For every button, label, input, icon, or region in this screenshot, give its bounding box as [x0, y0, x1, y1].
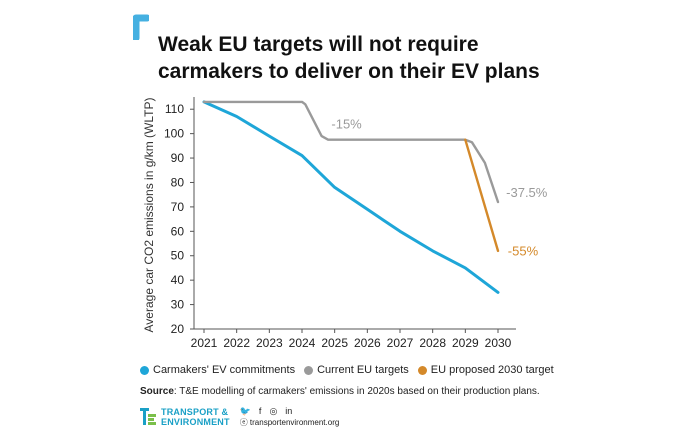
series-line-3 — [464, 138, 500, 253]
linkedin-icon[interactable]: in — [285, 406, 293, 416]
annotation-label: -55% — [508, 244, 539, 259]
y-tick-label: 90 — [171, 151, 185, 165]
y-tick-label: 30 — [171, 298, 185, 312]
social-icons: 🐦 f ◎ in — [240, 406, 340, 417]
y-tick-label: 110 — [165, 102, 184, 116]
instagram-icon[interactable]: ◎ — [269, 406, 278, 416]
x-tick-label: 2028 — [419, 336, 446, 350]
chart-title: Weak EU targets will not require carmake… — [158, 33, 540, 83]
y-tick-label: 100 — [164, 127, 184, 141]
legend: Carmakers' EV commitments Current EU tar… — [140, 364, 563, 376]
brand-line-2: ENVIRONMENT — [161, 417, 230, 427]
twitter-icon[interactable]: 🐦 — [239, 406, 251, 416]
y-tick-label: 20 — [171, 322, 185, 336]
social-block: 🐦 f ◎ in ⓔ transportenvironment.org — [240, 406, 340, 428]
x-tick-label: 2029 — [452, 336, 479, 350]
annotation-label: -15% — [331, 117, 362, 132]
legend-label: Current EU targets — [317, 364, 409, 376]
x-tick-label: 2023 — [256, 336, 283, 350]
facebook-icon[interactable]: f — [258, 406, 262, 416]
y-tick-label: 80 — [171, 175, 185, 189]
source-label: Source — [140, 386, 174, 397]
legend-item-current: Current EU targets — [304, 364, 409, 376]
x-tick-label: 2026 — [354, 336, 381, 350]
brand-line-1: TRANSPORT & — [161, 407, 229, 417]
series-line-2 — [202, 100, 500, 204]
series-group — [202, 100, 500, 294]
x-tick-label: 2030 — [485, 336, 512, 350]
brand-name: TRANSPORT & ENVIRONMENT — [161, 407, 230, 427]
x-tick-label: 2021 — [191, 336, 218, 350]
legend-item-commitments: Carmakers' EV commitments — [140, 364, 295, 376]
legend-item-proposed: EU proposed 2030 target — [417, 364, 554, 376]
website-link[interactable]: ⓔ transportenvironment.org — [239, 418, 340, 427]
x-tick-label: 2027 — [387, 336, 414, 350]
x-tick-label: 2025 — [321, 336, 348, 350]
x-tick-label: 2022 — [223, 336, 250, 350]
series-line-1 — [202, 100, 500, 294]
title-bracket-icon — [133, 14, 149, 40]
legend-dot — [304, 365, 314, 375]
te-logo-icon — [140, 408, 156, 425]
y-tick-label: 60 — [171, 224, 185, 238]
y-axis-label: Average car CO2 emissions in g/km (WLTP) — [142, 98, 156, 333]
footer: TRANSPORT & ENVIRONMENT 🐦 f ◎ in ⓔ trans… — [140, 406, 339, 428]
y-tick-label: 50 — [171, 249, 185, 263]
legend-dot — [140, 365, 149, 375]
source-note: Source: T&E modelling of carmakers' emis… — [140, 386, 540, 397]
source-text: : T&E modelling of carmakers' emissions … — [173, 386, 540, 397]
annotation-label: -37.5% — [506, 185, 548, 200]
x-tick-label: 2024 — [289, 336, 316, 350]
legend-dot — [417, 365, 427, 375]
y-tick-label: 40 — [171, 273, 185, 287]
legend-label: Carmakers' EV commitments — [153, 364, 296, 376]
legend-label: EU proposed 2030 target — [430, 364, 554, 376]
y-tick-label: 70 — [171, 200, 185, 214]
annotations: -15% -37.5% -55% — [331, 117, 547, 259]
